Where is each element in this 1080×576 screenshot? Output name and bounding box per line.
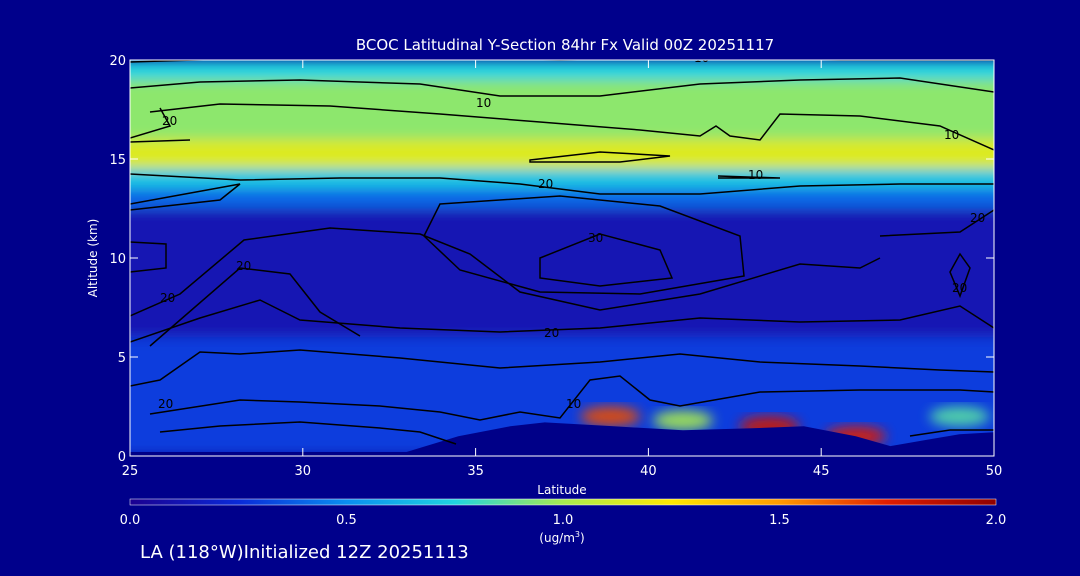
contour-label: 20 — [970, 211, 985, 225]
contour-line — [149, 375, 994, 421]
colorbar-tick-label: 1.5 — [769, 513, 790, 528]
contour-line — [949, 252, 971, 299]
contour-label: 30 — [588, 231, 603, 245]
contour-line — [539, 233, 674, 287]
contour-line — [130, 227, 881, 317]
y-tick-label: 15 — [109, 153, 126, 168]
contour-line — [130, 299, 994, 343]
contour-label: 20 — [160, 291, 175, 305]
contour-line — [717, 175, 781, 179]
contour-line — [423, 195, 745, 295]
contour-label-group: 10 10 10 10 20 20 20 20 20 30 20 20 10 2… — [158, 51, 985, 411]
contour-line — [130, 241, 167, 273]
contour-label: 10 — [944, 128, 959, 142]
y-tick-label: 10 — [109, 252, 126, 267]
contour-label: 10 — [694, 51, 709, 65]
colorbar-ticks: 0.0 0.5 1.0 1.5 2.0 — [120, 513, 1007, 528]
concentration-band — [130, 60, 994, 80]
hotspot — [652, 410, 713, 431]
contour-line — [909, 429, 994, 437]
contour-label: 10 — [748, 168, 763, 182]
x-tick-label: 25 — [122, 464, 139, 479]
contour-line — [130, 173, 994, 195]
contour-label: 10 — [476, 96, 491, 110]
contour-label: 20 — [544, 326, 559, 340]
contour-line — [529, 151, 671, 163]
y-axis-label: Altitude (km) — [86, 219, 100, 298]
x-tick-label: 50 — [986, 464, 1003, 479]
contour-label: 20 — [162, 114, 177, 128]
x-tick-label: 30 — [295, 464, 312, 479]
concentration-band — [130, 79, 994, 140]
contour-line — [130, 107, 191, 143]
concentration-field — [130, 60, 994, 456]
x-tick-label: 35 — [467, 464, 484, 479]
init-info: LA (118°W)Initialized 12Z 20251113 — [140, 542, 469, 563]
hotspot — [580, 406, 641, 427]
concentration-band — [130, 188, 994, 209]
terrain — [130, 422, 994, 456]
x-axis: 25 30 35 40 45 50 — [122, 60, 1003, 479]
contour-line — [130, 349, 994, 387]
colorbar: 0.0 0.5 1.0 1.5 2.0 (ug/m3) — [120, 498, 1007, 545]
colorbar-tick-label: 0.0 — [120, 513, 141, 528]
plot-area: 10 10 10 10 20 20 20 20 20 30 20 20 10 2… — [130, 51, 994, 456]
contour-label: 20 — [538, 177, 553, 191]
x-tick-label: 40 — [640, 464, 657, 479]
colorbar-gradient — [129, 498, 997, 506]
contour-label: 10 — [566, 397, 581, 411]
concentration-band — [130, 208, 994, 338]
contour-label: 20 — [158, 397, 173, 411]
contour-label: 20 — [236, 259, 251, 273]
contour-line — [879, 209, 994, 237]
x-axis-label: Latitude — [537, 483, 586, 497]
contour-line — [130, 183, 241, 211]
contour-label: 20 — [952, 281, 967, 295]
contour-line — [159, 421, 457, 445]
contour-lines — [130, 60, 994, 445]
contour-line — [149, 103, 994, 151]
colorbar-tick-label: 1.0 — [553, 513, 574, 528]
concentration-band — [130, 139, 994, 169]
chart-title: BCOC Latitudinal Y-Section 84hr Fx Valid… — [356, 36, 774, 54]
contour-line — [149, 267, 361, 347]
y-tick-label: 5 — [118, 351, 126, 366]
colorbar-tick-label: 0.5 — [336, 513, 357, 528]
x-tick-label: 45 — [813, 464, 830, 479]
y-tick-label: 0 — [118, 450, 126, 465]
hotspot — [929, 406, 990, 427]
y-axis: 0 5 10 15 20 — [109, 54, 994, 465]
concentration-band — [130, 168, 994, 189]
colorbar-tick-label: 2.0 — [986, 513, 1007, 528]
y-tick-label: 20 — [109, 54, 126, 69]
contour-line — [130, 77, 994, 97]
colorbar-units: (ug/m3) — [539, 530, 584, 545]
